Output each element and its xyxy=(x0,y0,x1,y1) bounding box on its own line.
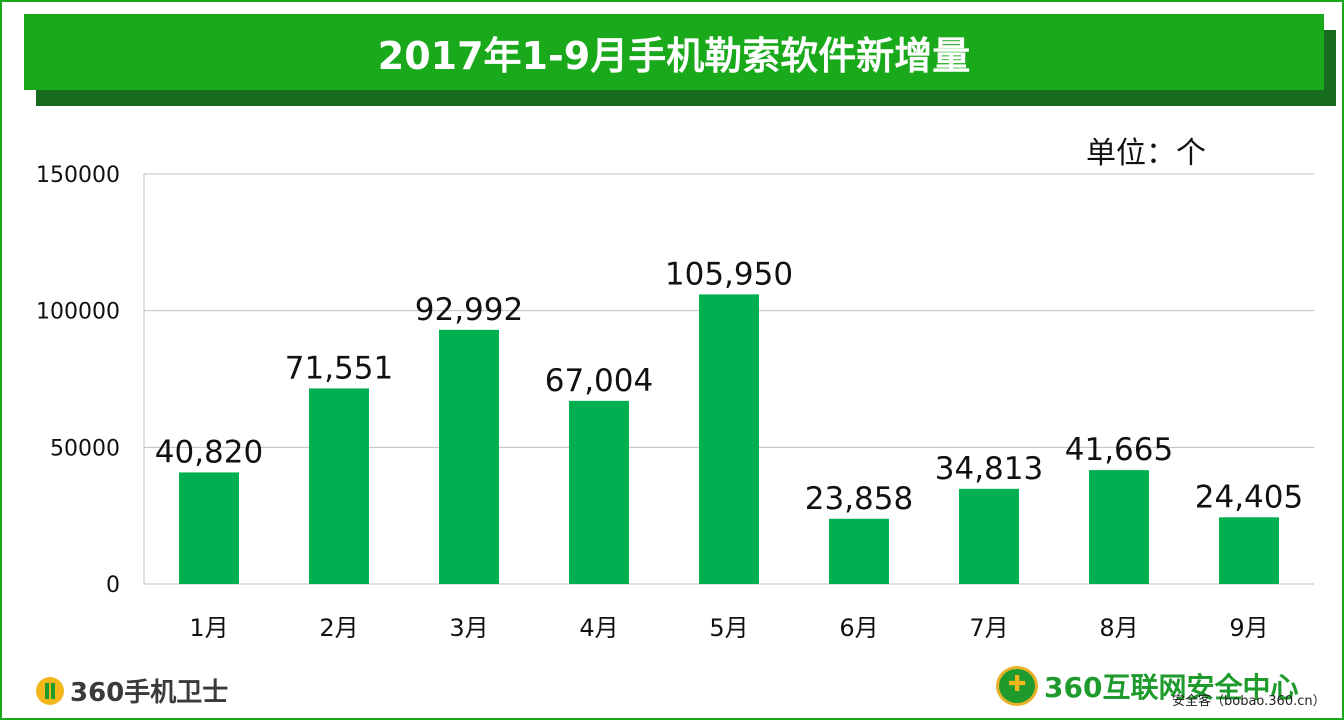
right-brand-text: 360互联网安全中心 xyxy=(1044,671,1299,704)
logo-360-security-center: 360互联网安全中心 xyxy=(996,666,1298,706)
data-label-5: 105,950 xyxy=(665,256,793,292)
y-tick-label: 0 xyxy=(106,573,120,598)
x-tick-label-9: 9月 xyxy=(1229,614,1268,642)
x-tick-label-1: 1月 xyxy=(189,614,228,642)
y-tick-label: 150000 xyxy=(36,163,120,188)
y-tick-label: 100000 xyxy=(36,300,120,325)
unit-label: 单位：个 xyxy=(1086,136,1206,171)
watermark: 安全客（bobao.360.cn） xyxy=(1172,694,1326,709)
data-label-8: 41,665 xyxy=(1065,432,1173,468)
data-label-9: 24,405 xyxy=(1195,479,1303,515)
data-label-6: 23,858 xyxy=(805,481,913,517)
bar-3 xyxy=(439,329,499,584)
bar-7 xyxy=(959,488,1019,584)
x-tick-label-5: 5月 xyxy=(709,614,748,642)
x-tick-label-8: 8月 xyxy=(1099,614,1138,642)
bar-6 xyxy=(829,518,889,584)
left-brand-text: 360手机卫士 xyxy=(70,678,229,708)
chart-title: 2017年1-9月手机勒索软件新增量 xyxy=(377,33,971,78)
data-label-3: 92,992 xyxy=(415,292,523,328)
data-label-4: 67,004 xyxy=(545,363,653,399)
logo-360-mobile-guard: 360手机卫士 xyxy=(36,672,228,709)
x-tick-label-2: 2月 xyxy=(319,614,358,642)
bar-1 xyxy=(179,472,239,584)
data-label-7: 34,813 xyxy=(935,451,1043,487)
title-bar: 2017年1-9月手机勒索软件新增量 xyxy=(24,14,1324,90)
y-tick-label: 50000 xyxy=(50,436,120,461)
x-tick-label-4: 4月 xyxy=(579,614,618,642)
x-tick-label-6: 6月 xyxy=(839,614,878,642)
bar-5 xyxy=(699,294,759,584)
bar-9 xyxy=(1219,517,1279,584)
x-tick-label-7: 7月 xyxy=(969,614,1008,642)
bar-8 xyxy=(1089,470,1149,584)
data-label-1: 40,820 xyxy=(155,434,263,470)
bar-2 xyxy=(309,388,369,584)
360-badge-icon xyxy=(36,676,64,705)
360-emblem-icon xyxy=(996,666,1038,706)
bar-4 xyxy=(569,400,629,584)
data-label-2: 71,551 xyxy=(285,350,393,386)
x-tick-label-3: 3月 xyxy=(449,614,488,642)
